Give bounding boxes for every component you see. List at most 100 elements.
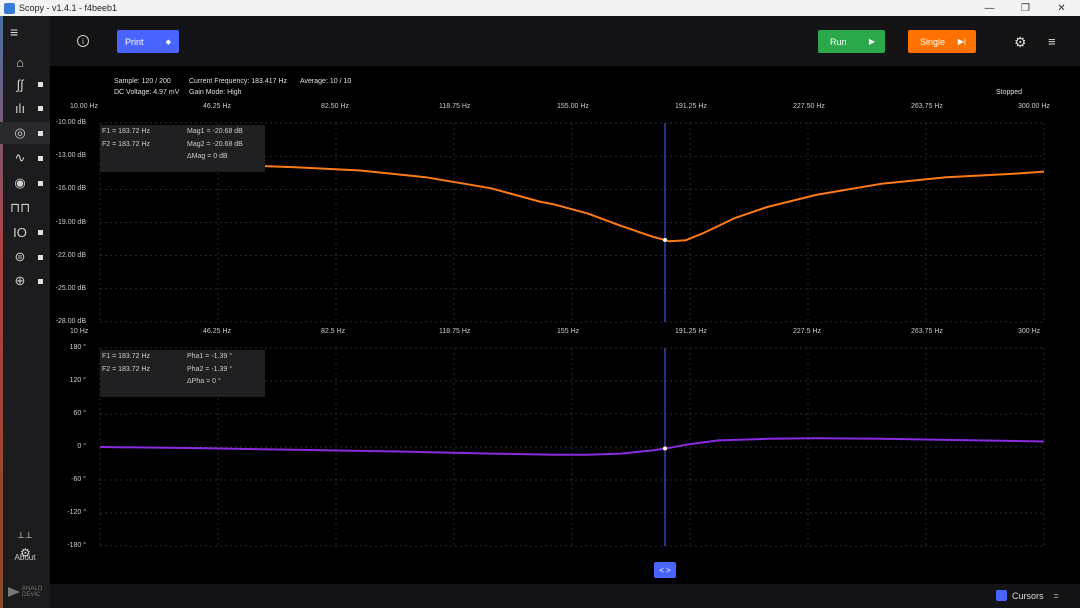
run-state: Stopped	[996, 89, 1023, 96]
play-icon: ▶	[868, 37, 875, 46]
spectrum-icon: ılı	[14, 100, 26, 116]
y-tick-label: -19.00 dB	[55, 218, 86, 226]
preferences-icon[interactable]: ⚙	[20, 546, 31, 560]
single-button[interactable]: Single ▶|	[908, 30, 976, 53]
cursor-delta-pha: ΔPha = 0 °	[187, 378, 221, 385]
about-link[interactable]: About	[14, 553, 36, 562]
cursor-f1: F1 = 183.72 Hz	[102, 353, 151, 360]
y-tick-label: -13.00 dB	[55, 152, 86, 160]
signal-generator-icon: ∿	[14, 150, 26, 165]
status-dot	[38, 81, 43, 87]
sidebar-item-signal-generator[interactable]: ∿	[0, 147, 50, 169]
cursor-pha1: Pha1 = -1.39 °	[187, 353, 233, 360]
cursor-navigate-button[interactable]: < >	[654, 562, 676, 578]
y-tick-label: -28.00 dB	[55, 318, 86, 325]
x-tick-label: 191.25 Hz	[675, 103, 707, 110]
y-tick-label: -10.00 dB	[55, 119, 86, 126]
x-tick-label: 82.5 Hz	[321, 328, 346, 335]
single-label: Single	[920, 36, 946, 47]
y-tick-label: -120 °	[67, 509, 86, 516]
sidebar-item-spectrum[interactable]: ılı	[0, 97, 50, 119]
settings-gear-icon[interactable]: ⚙	[1014, 34, 1027, 50]
status-dot	[38, 130, 43, 136]
cursor-delta-mag: ΔMag = 0 dB	[187, 153, 228, 160]
window-title: Scopy - v1.4.1 - f4beeb1	[19, 3, 118, 13]
digital-io-icon: IO	[13, 224, 27, 240]
x-tick-label: 227.50 Hz	[793, 103, 825, 110]
y-tick-label: -22.00 dB	[55, 251, 86, 259]
x-tick-label: 82.50 Hz	[321, 103, 350, 110]
cursor-f2: F2 = 183.72 Hz	[102, 141, 151, 148]
dc-voltage: DC Voltage: 4.97 mV	[114, 89, 180, 96]
devices-icon[interactable]: ⊥⊥	[17, 530, 33, 540]
sidebar-item-digital-io[interactable]: IO	[0, 221, 50, 243]
x-tick-label: 46.25 Hz	[203, 328, 232, 335]
bottom-bar: Cursors =	[50, 584, 1080, 608]
cursors-checkbox[interactable]	[996, 590, 1007, 601]
y-tick-label: -16.00 dB	[55, 185, 86, 193]
print-dropdown-icon: ◆	[165, 38, 171, 46]
info-icon[interactable]: i	[77, 35, 89, 47]
y-tick-label: -180 °	[67, 542, 86, 549]
sidebar-item-voltmeter[interactable]: ⊜	[0, 246, 50, 268]
print-button[interactable]: Print ◆	[117, 30, 179, 53]
sidebar-item-pattern-generator[interactable]: ⊓⊓	[0, 197, 50, 219]
sidebar-item-logic[interactable]: ◉	[0, 172, 50, 194]
status-dot	[38, 254, 43, 260]
maximize-button[interactable]: ❐	[1021, 2, 1030, 14]
cursors-menu-icon[interactable]: =	[1053, 590, 1059, 601]
gain-mode: Gain Mode: High	[189, 89, 242, 96]
x-tick-label: 227.5 Hz	[793, 328, 822, 335]
x-tick-label: 263.75 Hz	[911, 328, 943, 335]
sidebar-item-power[interactable]: ⊕	[0, 270, 50, 292]
app-icon	[4, 2, 15, 14]
sample-count: Sample: 120 / 200	[114, 78, 171, 85]
status-dot	[38, 155, 43, 161]
run-button[interactable]: Run ▶	[818, 30, 885, 53]
power-icon: ⊕	[14, 273, 26, 288]
sidebar-item-network-analyzer[interactable]: ◎	[0, 122, 50, 144]
x-tick-label: 300 Hz	[1018, 328, 1041, 335]
x-tick-label: 263.75 Hz	[911, 103, 943, 110]
y-tick-label: 60 °	[73, 410, 86, 417]
cursor-f1: F1 = 183.72 Hz	[102, 128, 151, 135]
oscilloscope-icon: ∫∫	[16, 76, 24, 92]
status-dot	[38, 278, 43, 284]
y-tick-label: 0 °	[77, 443, 86, 450]
status-dot	[38, 229, 43, 235]
sidebar: ≡ ⌂ ∫∫ ılı ◎ ∿ ◉ ⊓⊓ IO ⊜ ⊕ ⊥⊥ ⚙	[0, 16, 50, 608]
magnitude-cursor-readout: F1 = 183.72 Hz F2 = 183.72 Hz Mag1 = -20…	[100, 125, 265, 172]
x-tick-label: 10.00 Hz	[70, 103, 99, 110]
cursors-toggle[interactable]: Cursors =	[996, 590, 1059, 601]
voltmeter-icon: ⊜	[14, 249, 26, 264]
analog-devices-logo: ANALO DEVIC	[8, 586, 42, 598]
x-tick-label: 300.00 Hz	[1018, 103, 1050, 110]
minimize-button[interactable]: —	[984, 2, 995, 14]
x-tick-label: 155 Hz	[557, 328, 580, 335]
x-tick-label: 46.25 Hz	[203, 103, 232, 110]
y-tick-label: 180 °	[69, 344, 86, 351]
cursor-mag2: Mag2 = -20.68 dB	[187, 141, 243, 148]
pattern-generator-icon: ⊓⊓	[10, 200, 31, 215]
status-dot	[38, 180, 43, 186]
average-count: Average: 10 / 10	[300, 78, 352, 85]
hamburger-menu-icon[interactable]: ≡	[10, 24, 19, 40]
logo-triangle-icon	[8, 587, 20, 597]
status-dot	[38, 105, 43, 111]
x-tick-label: 118.75 Hz	[439, 328, 471, 335]
top-toolbar: i Print ◆ Run ▶ Single ▶| ⚙ ≡	[50, 16, 1080, 66]
y-tick-label: -25.00 dB	[55, 284, 86, 292]
sidebar-item-home[interactable]: ⌂	[0, 51, 50, 73]
run-label: Run	[830, 36, 847, 47]
single-step-icon: ▶|	[957, 37, 966, 46]
current-frequency: Current Frequency: 183.417 Hz	[189, 78, 288, 85]
cursor-marker	[663, 238, 667, 243]
options-menu-icon[interactable]: ≡	[1048, 34, 1056, 49]
home-icon: ⌂	[16, 54, 24, 70]
close-button[interactable]: ✕	[1057, 2, 1066, 14]
cursor-pha2: Pha2 = -1.39 °	[187, 366, 233, 373]
x-tick-label: 155.00 Hz	[557, 103, 589, 110]
cursors-label: Cursors	[1012, 590, 1044, 601]
sidebar-item-oscilloscope[interactable]: ∫∫	[0, 73, 50, 95]
